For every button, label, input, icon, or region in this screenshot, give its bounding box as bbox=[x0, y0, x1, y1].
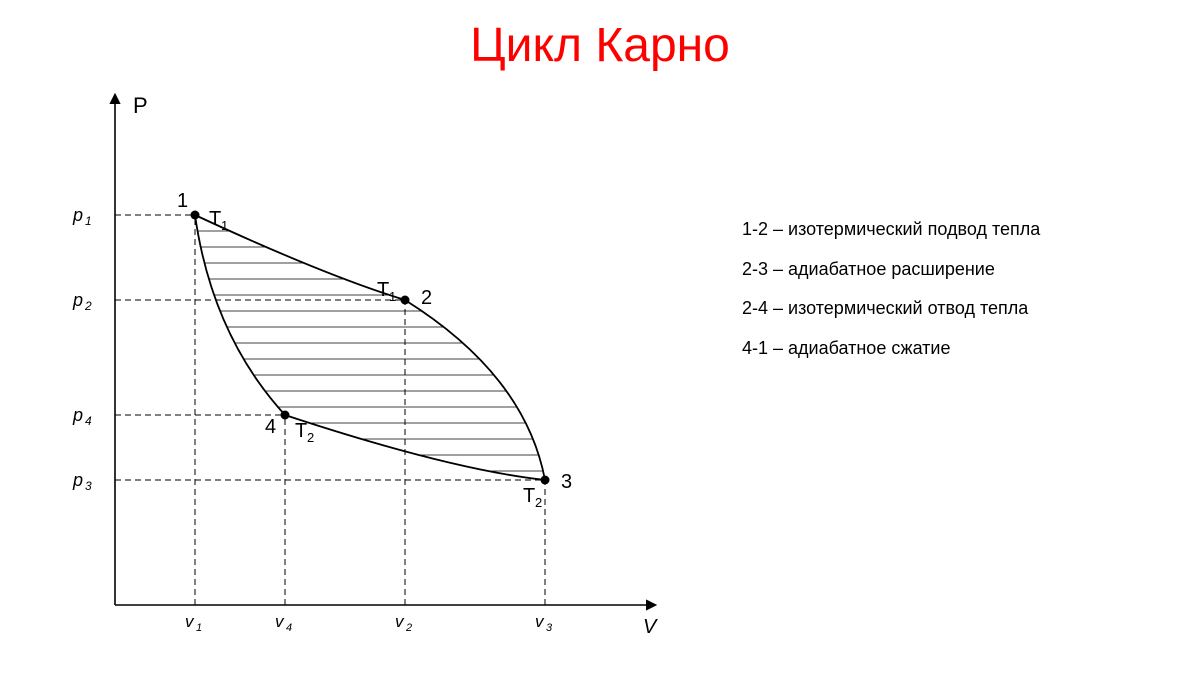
svg-text:3: 3 bbox=[546, 622, 553, 634]
svg-text:3: 3 bbox=[85, 479, 92, 493]
svg-text:P: P bbox=[133, 93, 148, 118]
svg-text:p: p bbox=[72, 290, 83, 310]
svg-text:3: 3 bbox=[561, 471, 572, 493]
page-title: Цикл Карно bbox=[470, 18, 730, 73]
svg-text:1: 1 bbox=[196, 622, 202, 634]
svg-text:p: p bbox=[72, 205, 83, 225]
svg-text:T: T bbox=[209, 208, 221, 230]
legend: 1-2 – изотермический подвод тепла 2-3 – … bbox=[742, 210, 1040, 368]
svg-text:T: T bbox=[523, 485, 535, 507]
svg-text:4: 4 bbox=[85, 414, 92, 428]
svg-text:2: 2 bbox=[405, 622, 412, 634]
svg-text:V: V bbox=[643, 616, 658, 638]
svg-text:T: T bbox=[295, 420, 307, 442]
svg-text:v: v bbox=[185, 612, 195, 631]
legend-item: 1-2 – изотермический подвод тепла bbox=[742, 210, 1040, 250]
svg-text:p: p bbox=[72, 405, 83, 425]
svg-text:1: 1 bbox=[221, 218, 228, 233]
svg-text:1: 1 bbox=[177, 190, 188, 212]
svg-text:p: p bbox=[72, 470, 83, 490]
svg-text:1: 1 bbox=[85, 214, 92, 228]
svg-text:1: 1 bbox=[389, 289, 396, 304]
svg-text:2: 2 bbox=[535, 495, 542, 510]
svg-text:v: v bbox=[395, 612, 405, 631]
svg-text:v: v bbox=[535, 612, 545, 631]
svg-text:2: 2 bbox=[84, 299, 92, 313]
svg-text:4: 4 bbox=[265, 416, 276, 438]
svg-text:T: T bbox=[377, 279, 389, 301]
pv-diagram: PVp1p2p4p3v1v4v2v31T12T13T24T2 bbox=[55, 85, 675, 650]
legend-item: 4-1 – адиабатное сжатие bbox=[742, 329, 1040, 369]
svg-text:2: 2 bbox=[307, 430, 314, 445]
svg-text:2: 2 bbox=[421, 287, 432, 309]
svg-text:v: v bbox=[275, 612, 285, 631]
legend-item: 2-3 – адиабатное расширение bbox=[742, 250, 1040, 290]
svg-text:4: 4 bbox=[286, 622, 292, 634]
legend-item: 2-4 – изотермический отвод тепла bbox=[742, 289, 1040, 329]
